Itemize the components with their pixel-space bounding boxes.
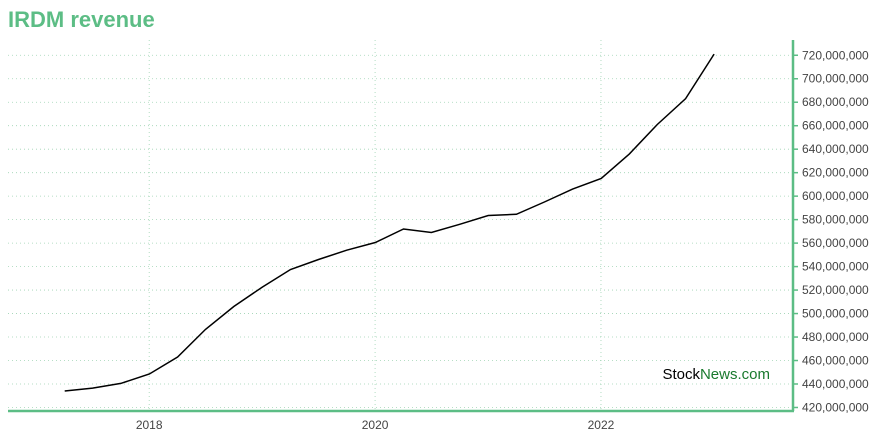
y-tick-label: 580,000,000 xyxy=(802,213,869,227)
revenue-line xyxy=(64,53,715,392)
grid-lines xyxy=(8,40,793,411)
y-tick-label: 560,000,000 xyxy=(802,236,869,250)
chart-title: IRDM revenue xyxy=(8,7,155,32)
y-tick-label: 440,000,000 xyxy=(802,377,869,391)
watermark-dotcom: .com xyxy=(737,366,770,383)
x-tick-label: 2020 xyxy=(362,418,389,432)
y-tick-label: 500,000,000 xyxy=(802,307,869,321)
y-tick-label: 620,000,000 xyxy=(802,166,869,180)
watermark-stock: Stock xyxy=(662,366,700,383)
y-axis-tick-labels: 420,000,000 440,000,000 460,000,000 480,000… xyxy=(793,48,869,414)
y-tick-label: 520,000,000 xyxy=(802,283,869,297)
watermark: StockNews.com xyxy=(662,366,770,383)
y-tick-label: 680,000,000 xyxy=(802,95,869,109)
y-tick-label: 640,000,000 xyxy=(802,142,869,156)
y-tick-label: 480,000,000 xyxy=(802,330,869,344)
y-tick-label: 600,000,000 xyxy=(802,189,869,203)
y-tick-label: 540,000,000 xyxy=(802,260,869,274)
x-tick-label: 2018 xyxy=(136,418,163,432)
y-tick-label: 720,000,000 xyxy=(802,48,869,62)
x-axis-tick-labels: 2018 2020 2022 xyxy=(136,418,615,432)
y-tick-label: 700,000,000 xyxy=(802,72,869,86)
x-tick-label: 2022 xyxy=(588,418,615,432)
y-tick-label: 660,000,000 xyxy=(802,119,869,133)
watermark-news: News xyxy=(700,366,738,383)
y-tick-label: 420,000,000 xyxy=(802,400,869,414)
y-tick-label: 460,000,000 xyxy=(802,354,869,368)
